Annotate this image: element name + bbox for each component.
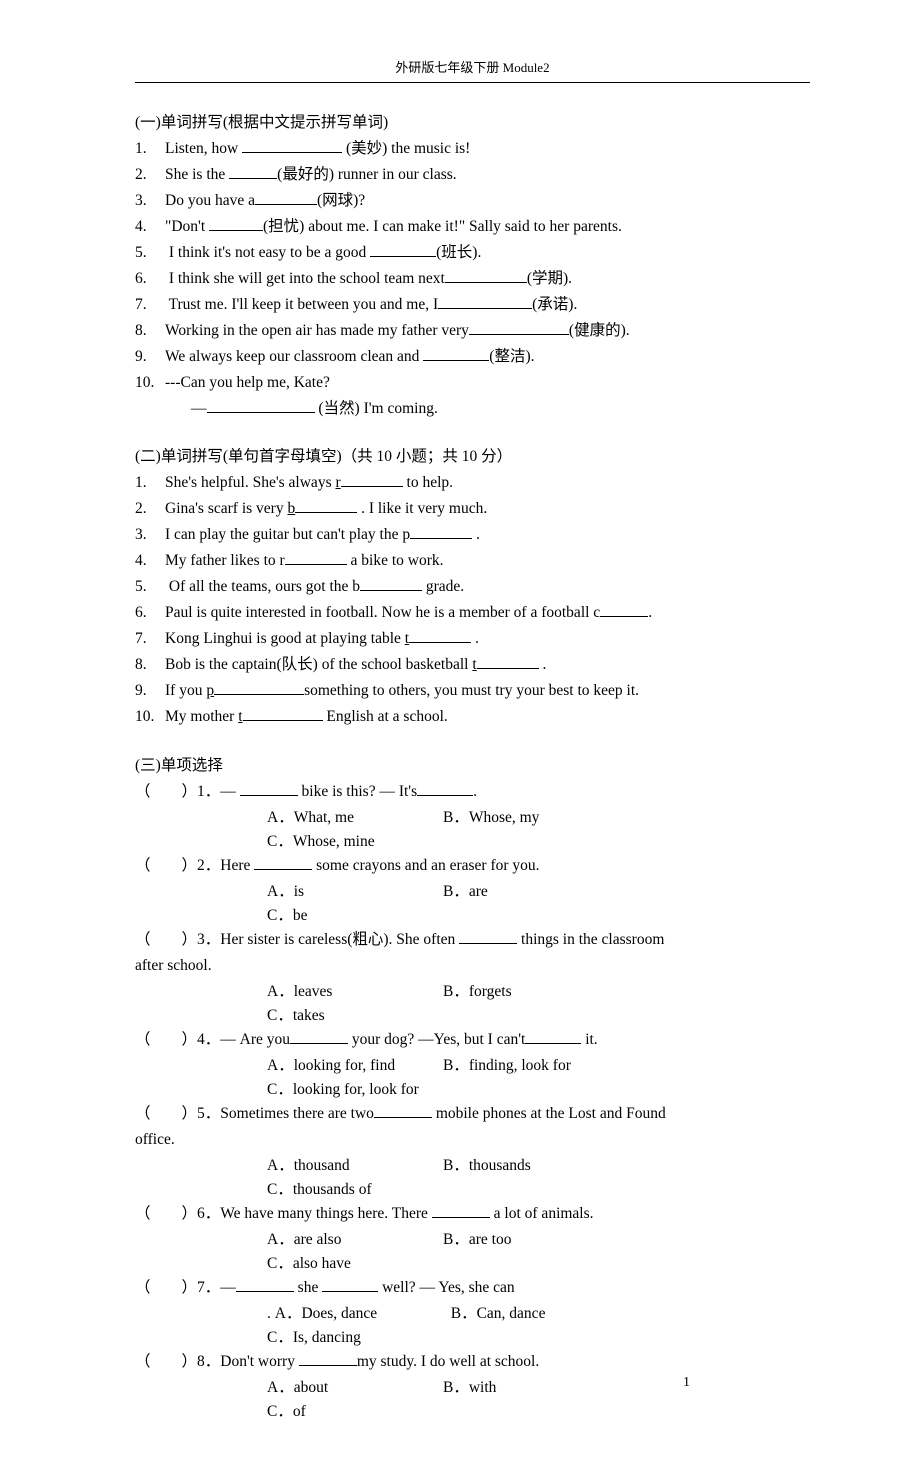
section1-body: 1.Listen, how (美妙) the music is!2.She is… — [135, 137, 810, 421]
mc-options-line2: C．looking for, look for — [135, 1078, 810, 1102]
fill-blank-item: 3.Do you have a(网球)? — [135, 189, 810, 213]
letter-fill-item: 10.My mother t English at a school. — [135, 705, 810, 729]
header-rule — [135, 82, 810, 83]
page-number: 1 — [683, 1372, 690, 1394]
fill-blank-item: 4."Don't (担忧) about me. I can make it!" … — [135, 215, 810, 239]
letter-fill-item: 3.I can play the guitar but can't play t… — [135, 523, 810, 547]
letter-fill-item: 9.If you psomething to others, you must … — [135, 679, 810, 703]
section2-body: 1.She's helpful. She's always r to help.… — [135, 471, 810, 729]
mc-options: A．isB．areC．be — [135, 880, 810, 928]
fill-blank-item: 10.---Can you help me, Kate? — [135, 371, 810, 395]
mc-options: A．looking for, findB．finding, look for — [135, 1054, 810, 1078]
letter-fill-item: 4.My father likes to r a bike to work. — [135, 549, 810, 573]
letter-fill-item: 7.Kong Linghui is good at playing table … — [135, 627, 810, 651]
mc-item: （ ）5．Sometimes there are two mobile phon… — [135, 1102, 810, 1126]
fill-blank-item: 7. Trust me. I'll keep it between you an… — [135, 293, 810, 317]
mc-item: （ ）6．We have many things here. There a l… — [135, 1202, 810, 1226]
fill-blank-item: 2.She is the (最好的) runner in our class. — [135, 163, 810, 187]
mc-options: A．leavesB．forgetsC．takes — [135, 980, 810, 1028]
fill-blank-item: 5. I think it's not easy to be a good (班… — [135, 241, 810, 265]
mc-item: （ ）3．Her sister is careless(粗心). She oft… — [135, 928, 810, 952]
mc-item-wrap: office. — [135, 1128, 810, 1152]
page-header: 外研版七年级下册 Module2 — [135, 58, 810, 78]
section1-title: (一)单词拼写(根据中文提示拼写单词) — [135, 111, 810, 135]
mc-options: A．aboutB．withC．of — [135, 1376, 810, 1424]
section3-title: (三)单项选择 — [135, 754, 810, 778]
mc-options: . A．Does, danceB．Can, danceC．Is, dancing — [135, 1302, 810, 1350]
mc-options: A．What, meB．Whose, myC．Whose, mine — [135, 806, 810, 854]
letter-fill-item: 6.Paul is quite interested in football. … — [135, 601, 810, 625]
fill-blank-item: 9.We always keep our classroom clean and… — [135, 345, 810, 369]
mc-options: A．are alsoB．are tooC．also have — [135, 1228, 810, 1276]
section2-title: (二)单词拼写(单句首字母填空)（共 10 小题；共 10 分） — [135, 445, 810, 469]
mc-item: （ ）4．— Are you your dog? —Yes, but I can… — [135, 1028, 810, 1052]
fill-blank-item-line2: — (当然) I'm coming. — [135, 397, 810, 421]
mc-item: （ ）1．— bike is this? — It's. — [135, 780, 810, 804]
letter-fill-item: 5. Of all the teams, ours got the b grad… — [135, 575, 810, 599]
mc-options: A．thousandB．thousandsC．thousands of — [135, 1154, 810, 1202]
mc-item-wrap: after school. — [135, 954, 810, 978]
mc-item: （ ）2．Here some crayons and an eraser for… — [135, 854, 810, 878]
fill-blank-item: 1.Listen, how (美妙) the music is! — [135, 137, 810, 161]
fill-blank-item: 6. I think she will get into the school … — [135, 267, 810, 291]
letter-fill-item: 1.She's helpful. She's always r to help. — [135, 471, 810, 495]
letter-fill-item: 8.Bob is the captain(队长) of the school b… — [135, 653, 810, 677]
fill-blank-item: 8.Working in the open air has made my fa… — [135, 319, 810, 343]
letter-fill-item: 2.Gina's scarf is very b . I like it ver… — [135, 497, 810, 521]
mc-item: （ ）8．Don't worry my study. I do well at … — [135, 1350, 810, 1374]
mc-item: （ ）7．— she well? — Yes, she can — [135, 1276, 810, 1300]
section3-body: （ ）1．— bike is this? — It's.A．What, meB．… — [135, 780, 810, 1424]
